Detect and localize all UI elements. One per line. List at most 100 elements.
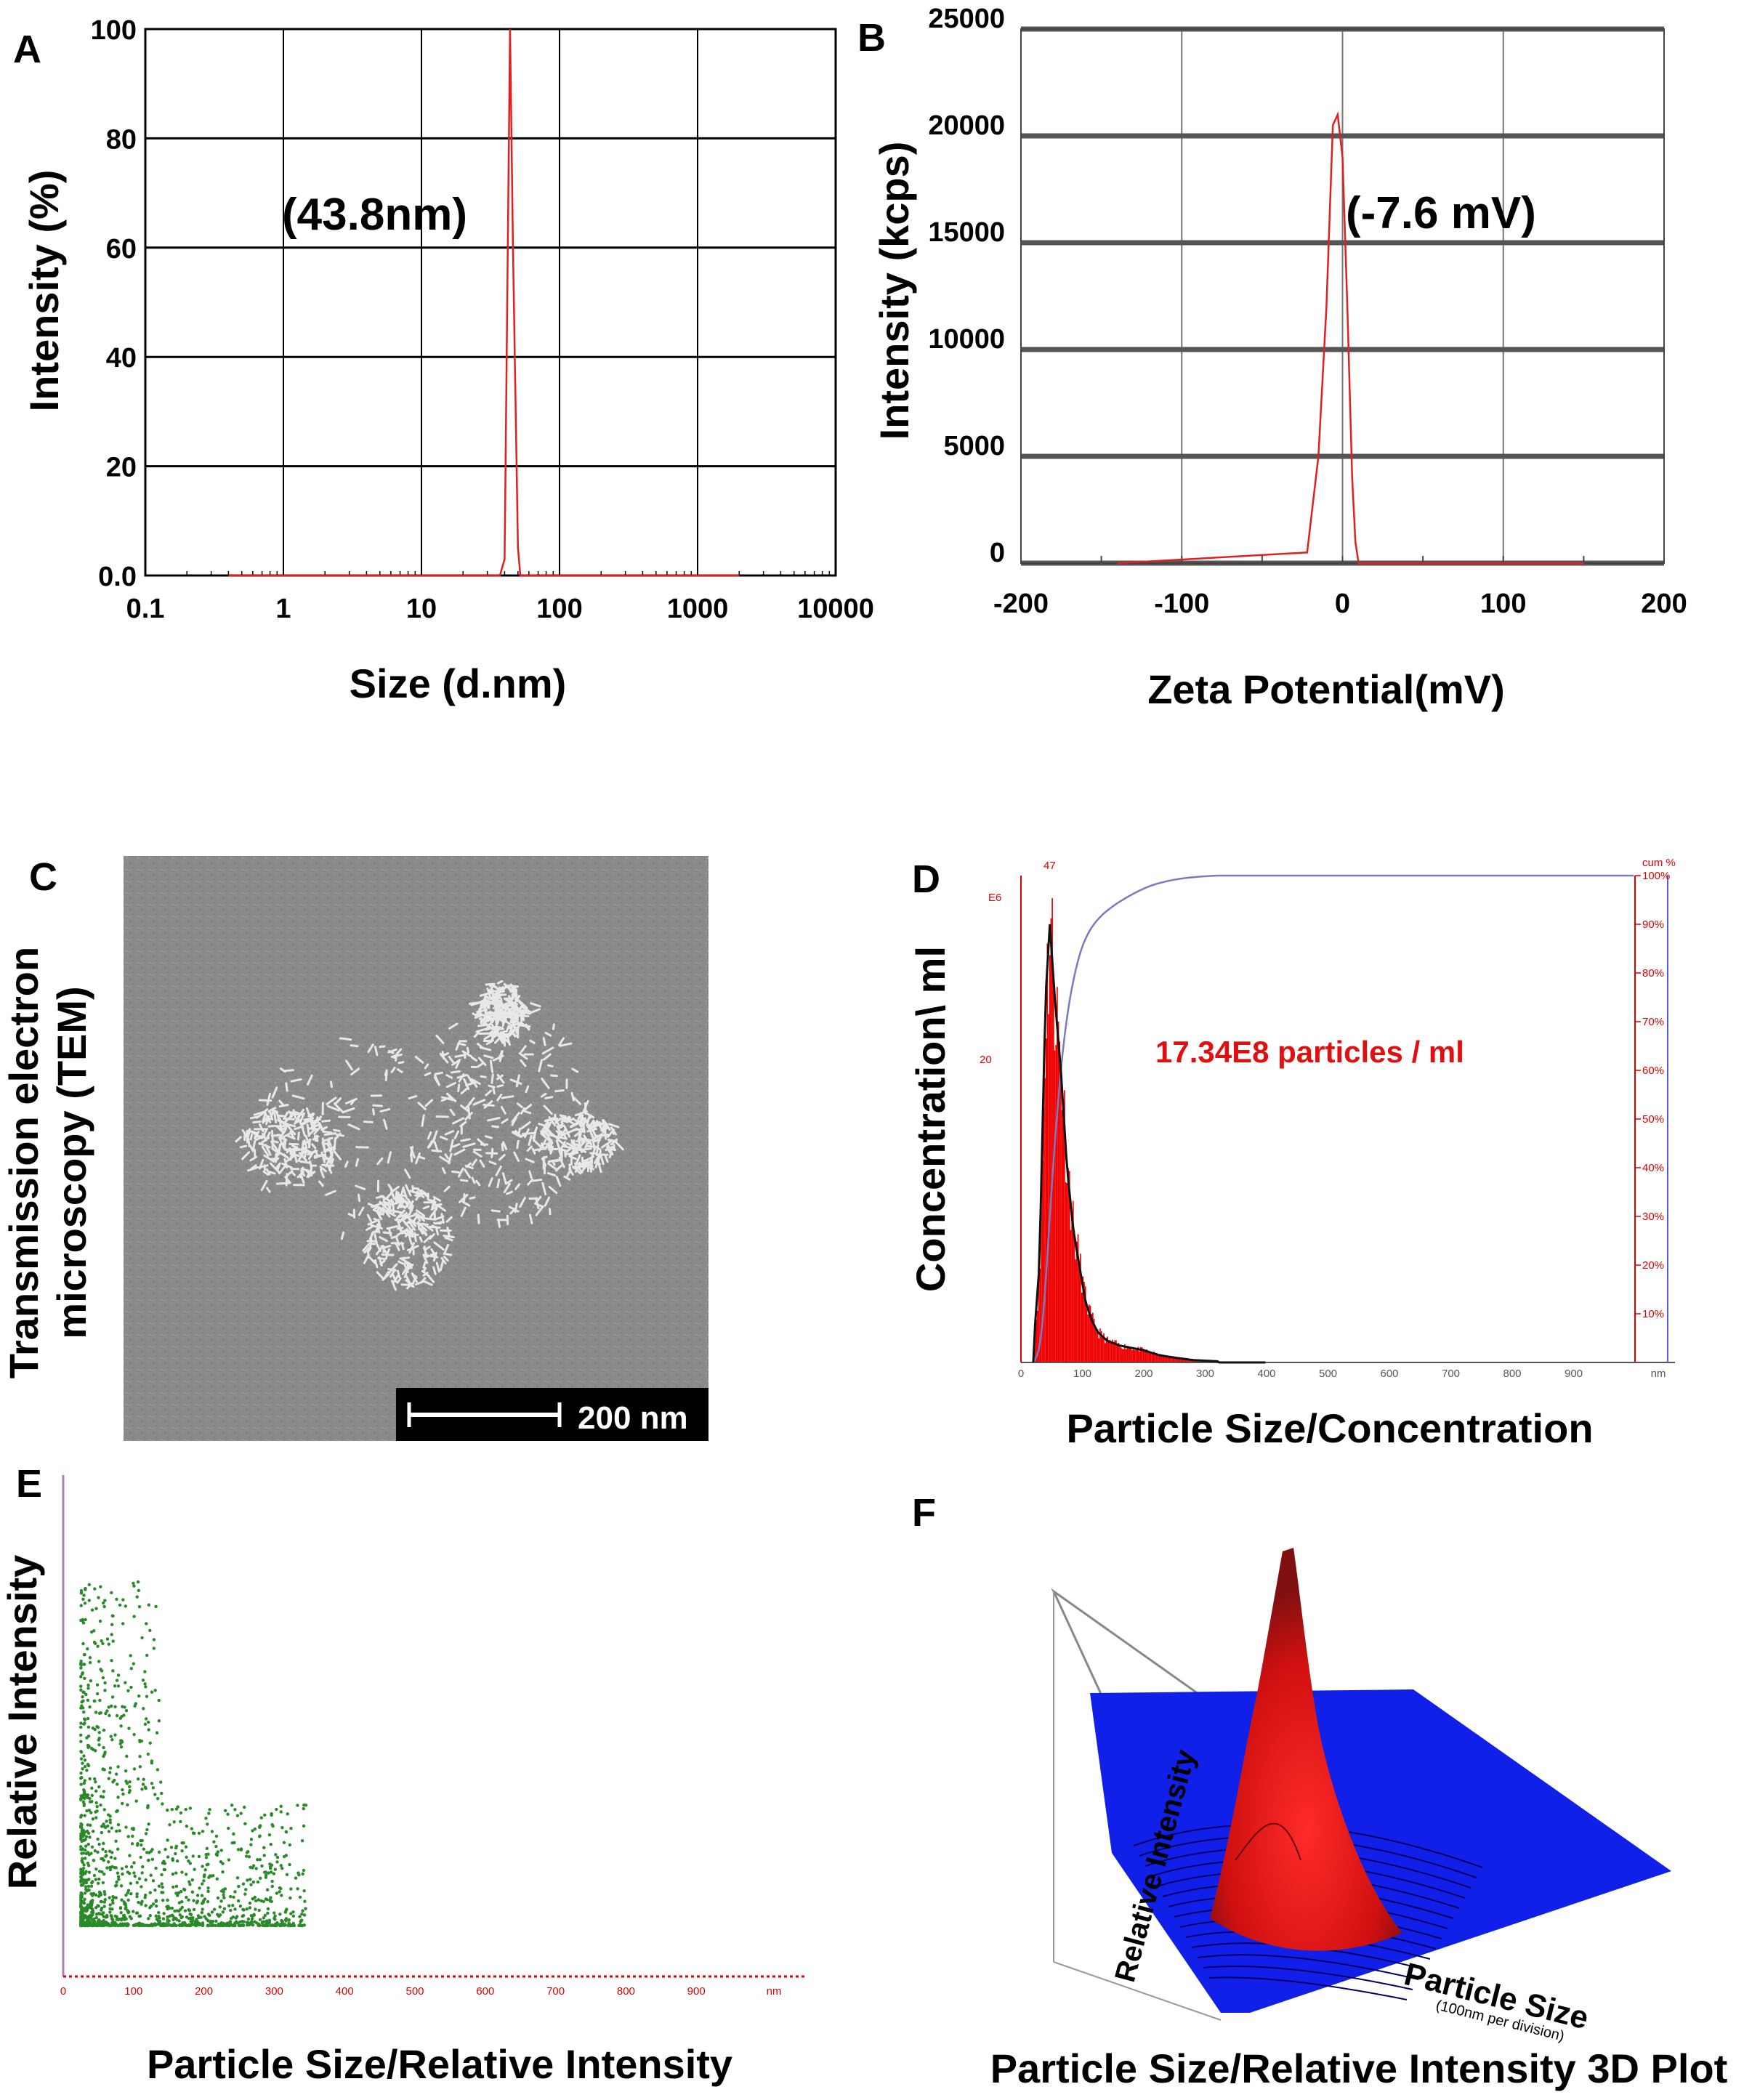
tem-particle [505, 1020, 512, 1027]
scatter-point [201, 1865, 204, 1868]
tem-particle [455, 1059, 461, 1069]
tem-particle [485, 1089, 493, 1097]
tem-particle [541, 1046, 554, 1055]
tem-particle [471, 1176, 476, 1184]
scatter-point [102, 1808, 106, 1812]
scatter-point [102, 1754, 105, 1758]
tem-particle [525, 1158, 535, 1163]
tem-particle [503, 1182, 511, 1194]
tem-particle [460, 1206, 467, 1217]
scatter-point [81, 1920, 85, 1923]
x-tick-b: 200 [1641, 589, 1687, 619]
scatter-point [161, 1802, 164, 1806]
tem-particle [367, 1246, 372, 1253]
scatter-point [103, 1897, 108, 1902]
scatter-point [108, 1818, 112, 1822]
concentration-bar [1103, 1333, 1105, 1362]
plot-frame-a [144, 28, 837, 577]
tem-particle [473, 1031, 480, 1038]
scatter-point [110, 1851, 114, 1854]
x-unit-d: nm [1651, 1368, 1666, 1380]
scatter-point [101, 1881, 105, 1885]
tem-particle [487, 1116, 501, 1122]
scatter-point [97, 1785, 101, 1789]
tem-particle [559, 1042, 573, 1047]
concentration-bar [1100, 1330, 1102, 1362]
scatter-point [136, 1580, 140, 1584]
scatter-point [179, 1820, 182, 1824]
scatter-point [101, 1767, 105, 1771]
scatter-point [174, 1851, 177, 1856]
tem-particle [286, 1147, 291, 1154]
scatter-point [215, 1877, 219, 1881]
surface-ridge [1203, 1966, 1413, 1990]
scatter-point [182, 1921, 187, 1925]
scatter-point [109, 1734, 113, 1738]
scatter-point [110, 1907, 114, 1911]
tem-particle [580, 1147, 592, 1151]
scatter-point [108, 1896, 111, 1899]
scatter-point [219, 1859, 223, 1864]
scatter-point [87, 1870, 92, 1874]
scatter-point [253, 1828, 257, 1831]
y-tick-a: 40 [106, 343, 137, 373]
scatter-point [140, 1885, 143, 1889]
scatter-point [86, 1716, 90, 1721]
tem-particle [555, 1176, 562, 1187]
scatter-point [79, 1591, 84, 1595]
concentration-bar [1134, 1350, 1136, 1362]
tem-particle [502, 1141, 508, 1150]
concentration-bar [1164, 1356, 1166, 1362]
tem-particle [498, 985, 509, 990]
scatter-point [300, 1912, 304, 1916]
scatter-point [250, 1920, 254, 1923]
scatter-point [120, 1898, 124, 1902]
tem-particle [578, 1136, 585, 1141]
tem-particle [328, 1154, 334, 1164]
scatter-point [147, 1728, 150, 1732]
y-tick-b: 20000 [928, 110, 1005, 141]
scatter-point [89, 1823, 92, 1827]
concentration-bar [1136, 1348, 1138, 1362]
scatter-point [270, 1923, 274, 1927]
scatter-point [79, 1675, 83, 1679]
scatter-point [263, 1913, 267, 1918]
scatter-point [128, 1854, 132, 1857]
scatter-point [113, 1857, 117, 1860]
scatter-point [187, 1923, 191, 1927]
scatter-point [137, 1914, 141, 1918]
scatter-point [304, 1907, 307, 1910]
tem-particle [541, 1155, 548, 1160]
scatter-point [118, 1603, 122, 1607]
zeta-potential-curve [1117, 110, 1584, 565]
tem-particle [275, 1163, 281, 1170]
scatter-point [185, 1855, 188, 1859]
scatter-point [81, 1857, 84, 1861]
scatter-point [289, 1923, 293, 1927]
scatter-point [100, 1906, 104, 1910]
concentration-bar [1039, 1268, 1041, 1362]
scatter-point [166, 1923, 170, 1927]
scatter-point [79, 1663, 84, 1667]
tem-particle [595, 1144, 600, 1156]
scatter-point [193, 1920, 198, 1924]
tem-particle [505, 998, 518, 1006]
scatter-point [110, 1738, 114, 1742]
tem-particle [291, 1094, 305, 1100]
concentration-bar [1163, 1354, 1165, 1362]
y-axis-title-b: Intensity (kcps) [871, 142, 917, 440]
scatter-point [80, 1905, 84, 1909]
scatter-point [188, 1883, 192, 1886]
scatter-point [132, 1871, 136, 1875]
scatter-point [219, 1849, 223, 1852]
tem-particle [262, 1112, 267, 1123]
scatter-point [282, 1923, 286, 1927]
scatter-point [117, 1917, 121, 1921]
scatter-point [157, 1884, 161, 1888]
concentration-bar [1123, 1344, 1126, 1362]
scatter-point [90, 1793, 94, 1798]
tem-particle [607, 1123, 620, 1128]
scatter-point [267, 1921, 272, 1924]
tem-particle [492, 993, 499, 996]
tem-particle [593, 1154, 600, 1165]
